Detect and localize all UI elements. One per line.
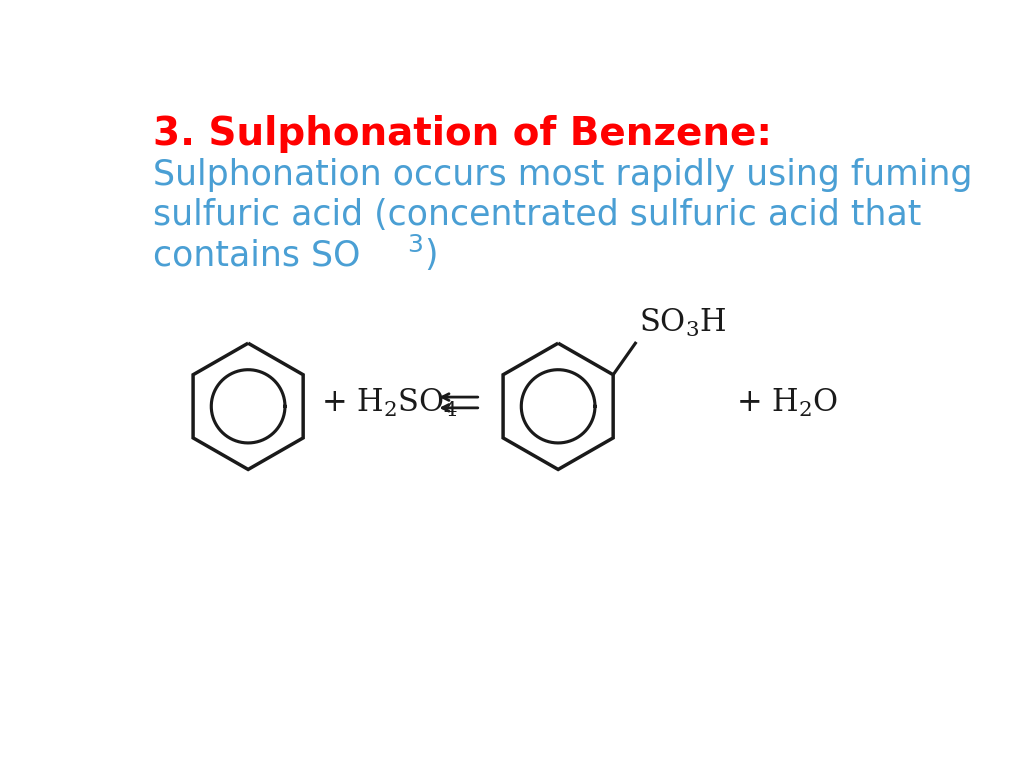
- Text: $\mathregular{+ \ H_2O}$: $\mathregular{+ \ H_2O}$: [736, 386, 839, 419]
- Text: ): ): [424, 238, 438, 273]
- Text: $\mathregular{SO_3H}$: $\mathregular{SO_3H}$: [639, 306, 726, 339]
- Text: 3. Sulphonation of Benzene:: 3. Sulphonation of Benzene:: [153, 115, 772, 154]
- Text: $\mathregular{+ \ H_2SO_4}$: $\mathregular{+ \ H_2SO_4}$: [321, 386, 459, 419]
- Text: contains SO: contains SO: [153, 238, 360, 273]
- Text: sulfuric acid (concentrated sulfuric acid that: sulfuric acid (concentrated sulfuric aci…: [153, 198, 922, 233]
- Text: Sulphonation occurs most rapidly using fuming: Sulphonation occurs most rapidly using f…: [153, 158, 973, 192]
- Text: 3: 3: [408, 233, 423, 257]
